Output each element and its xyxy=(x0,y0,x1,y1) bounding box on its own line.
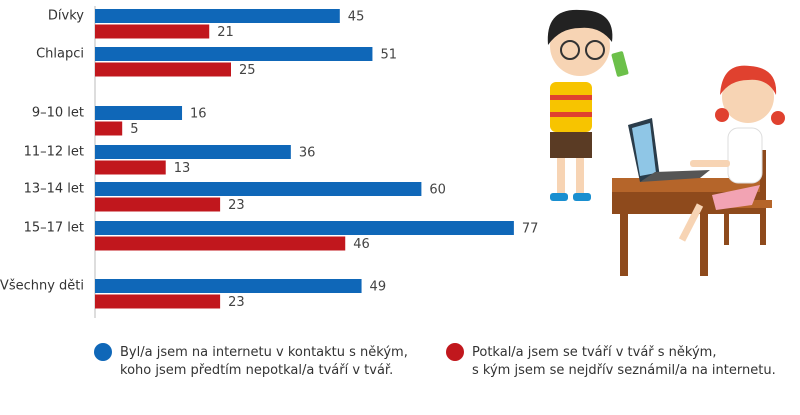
value-label: 51 xyxy=(380,48,397,63)
value-label: 13 xyxy=(174,161,191,176)
bar xyxy=(95,221,514,235)
value-label: 5 xyxy=(130,122,138,137)
bar xyxy=(95,145,291,159)
bar xyxy=(95,279,362,293)
illustration xyxy=(547,9,785,276)
bar xyxy=(95,197,221,212)
value-label: 23 xyxy=(228,198,245,213)
value-label: 21 xyxy=(217,25,234,40)
bar xyxy=(95,106,183,120)
category-label: 9–10 let xyxy=(32,106,84,121)
category-label: 13–14 let xyxy=(24,182,84,197)
value-label: 77 xyxy=(522,222,539,237)
legend-marker xyxy=(94,343,112,361)
category-label: 11–12 let xyxy=(24,145,84,160)
value-label: 45 xyxy=(348,10,365,25)
bar xyxy=(95,24,210,39)
category-label: Všechny děti xyxy=(0,279,84,294)
legend-marker xyxy=(446,343,464,361)
bar xyxy=(95,9,340,23)
legend-label: Byl/a jsem na internetu v kontaktu s něk… xyxy=(120,345,408,378)
bar xyxy=(95,160,166,175)
bar xyxy=(95,182,422,196)
bar xyxy=(95,47,373,61)
bar xyxy=(95,121,123,136)
value-label: 46 xyxy=(353,237,370,252)
value-label: 60 xyxy=(429,183,446,198)
value-label: 36 xyxy=(299,146,316,161)
value-label: 16 xyxy=(190,107,207,122)
value-label: 25 xyxy=(239,63,256,78)
value-label: 23 xyxy=(228,295,245,310)
category-label: Dívky xyxy=(48,9,84,24)
value-label: 49 xyxy=(370,280,387,295)
category-label: Chlapci xyxy=(36,47,84,62)
category-label: 15–17 let xyxy=(24,221,84,236)
legend-label: Potkal/a jsem se tváří v tvář s někým, s … xyxy=(472,345,776,378)
bar xyxy=(95,236,346,251)
bar xyxy=(95,62,231,77)
bar xyxy=(95,294,221,309)
